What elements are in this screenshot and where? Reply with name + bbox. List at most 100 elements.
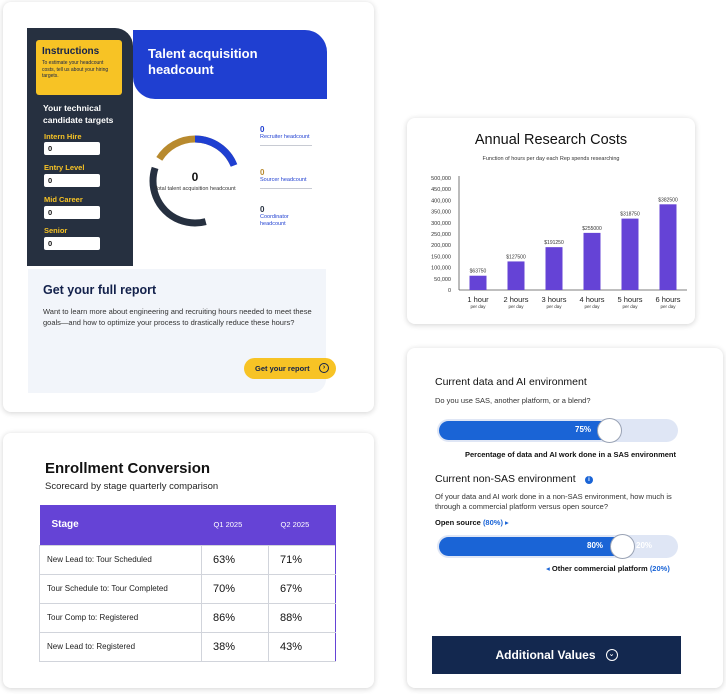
open-source-pct: (80%) — [482, 518, 503, 527]
ai-environment-card: Current data and AI environment Do you u… — [407, 348, 723, 688]
bar-value-label: $382500 — [658, 197, 678, 203]
get-report-label: Get your report — [255, 364, 310, 373]
level-label-entry: Entry Level — [44, 163, 85, 172]
headcount-donut — [149, 135, 241, 227]
bar-value-label: $127500 — [506, 254, 526, 260]
intern-hire-input[interactable]: 0 — [44, 142, 100, 155]
y-tick-label: 400,000 — [431, 198, 451, 204]
coordinator-value: 0 — [260, 205, 265, 214]
report-text: Want to learn more about engineering and… — [43, 307, 312, 327]
bar — [507, 261, 525, 290]
x-tick-sublabel: per day — [470, 304, 486, 309]
donut-segment-recruiter — [149, 135, 241, 227]
bar — [469, 275, 487, 290]
arrow-right-icon: › — [319, 363, 329, 373]
chart-subtitle: Function of hours per day each Rep spend… — [482, 156, 620, 162]
get-report-button[interactable]: Get your report › — [244, 358, 336, 379]
bar — [583, 232, 601, 290]
slider2-thumb[interactable] — [610, 534, 635, 559]
stat-recruiter: 0 Recruiter headcount — [260, 125, 312, 146]
y-tick-label: 500,000 — [431, 176, 451, 182]
row-stage: New Lead to: Registered — [39, 631, 202, 662]
x-tick-sublabel: per day — [546, 304, 562, 309]
entry-level-input[interactable]: 0 — [44, 174, 100, 187]
bar-value-label: $191250 — [544, 240, 564, 246]
research-costs-chart: 0 50,000 100,000 150,000 200,000 250,000 300,0… — [431, 176, 687, 309]
ai-question-1: Do you use SAS, another platform, or a b… — [435, 396, 591, 405]
total-headcount-label: Total talent acquisition headcount — [154, 185, 236, 192]
row-q1: 70% — [201, 573, 269, 604]
ai-heading-2: Current non-SAS environment — [435, 473, 576, 485]
y-tick-label: 350,000 — [431, 210, 451, 216]
table-row: Tour Schedule to: Tour Completed 70% 67% — [39, 573, 336, 604]
mid-career-input[interactable]: 0 — [44, 206, 100, 219]
bar-value-label: $63750 — [470, 269, 487, 275]
slider1-thumb[interactable] — [597, 418, 622, 443]
y-tick-label: 200,000 — [431, 243, 451, 249]
bar-value-label: $318750 — [620, 212, 640, 218]
sas-percentage-slider[interactable]: 75% — [437, 418, 678, 443]
level-label-senior: Senior — [44, 226, 68, 235]
x-tick-label: 2 hours — [503, 295, 528, 304]
open-source-slider[interactable]: 80% 20% — [437, 534, 678, 559]
enrollment-subtitle: Scorecard by stage quarterly comparison — [45, 481, 219, 492]
report-box: Get your full report Want to learn more … — [28, 269, 336, 393]
y-tick-label: 450,000 — [431, 187, 451, 193]
slider2-left-value: 80% — [587, 541, 604, 550]
arrow-left-icon: ◂ — [546, 564, 552, 573]
y-tick-label: 300,000 — [431, 221, 451, 227]
x-tick-sublabel: per day — [622, 304, 638, 309]
table-row: New Lead to: Registered 38% 43% — [39, 631, 336, 662]
x-tick-label: 3 hours — [541, 295, 566, 304]
chevron-down-icon: ⌄ — [605, 649, 618, 661]
table-row: Tour Comp to: Registered 86% 88% — [39, 602, 336, 633]
slider2-right-value: 20% — [636, 541, 653, 550]
y-tick-label: 150,000 — [431, 254, 451, 260]
open-source-label: Open source (80%) ▸ — [435, 518, 509, 527]
enrollment-card: Enrollment Conversion Scorecard by stage… — [3, 433, 374, 688]
additional-values-label: Additional Values — [495, 648, 596, 662]
col-q2: Q2 2025 — [280, 520, 310, 530]
chart-title: Annual Research Costs — [474, 132, 628, 148]
row-q2: 43% — [268, 631, 336, 662]
additional-values-button[interactable]: Additional Values ⌄ — [432, 636, 681, 674]
ai-question-2: Of your data and AI work done in a non-S… — [435, 492, 672, 511]
arrow-right-icon: ▸ — [502, 518, 509, 527]
col-stage: Stage — [51, 519, 79, 531]
level-label-mid: Mid Career — [44, 195, 83, 204]
x-tick-label: 1 hour — [467, 295, 489, 304]
commercial-pct: (20%) — [649, 564, 670, 573]
targets-title: Your technical candidate targets — [43, 103, 114, 125]
sourcer-label: Sourcer headcount — [260, 177, 307, 183]
total-headcount-value: 0 — [191, 169, 199, 184]
bar — [621, 218, 639, 290]
donut-center: 0 Total talent acquisition headcount — [147, 133, 243, 229]
talent-acquisition-card: Instructions To estimate your headcount … — [3, 2, 374, 412]
talent-header: Talent acquisition headcount — [133, 30, 327, 99]
row-q1: 86% — [201, 602, 269, 633]
x-tick-sublabel: per day — [584, 304, 600, 309]
commercial-text: Other commercial platform — [551, 564, 650, 573]
y-tick-label: 250,000 — [431, 232, 451, 238]
bar — [545, 247, 563, 290]
row-q2: 71% — [268, 544, 336, 575]
ai-heading-1: Current data and AI environment — [435, 376, 587, 388]
commercial-label: ◂ Other commercial platform (20%) — [546, 564, 670, 573]
y-tick-label: 0 — [448, 288, 451, 294]
enrollment-title: Enrollment Conversion — [45, 460, 211, 477]
row-q2: 67% — [268, 573, 336, 604]
row-stage: Tour Schedule to: Tour Completed — [39, 573, 202, 604]
report-title: Get your full report — [43, 283, 157, 297]
stat-coordinator: 0 Coordinator headcount — [260, 205, 312, 232]
bar-value-label: $255000 — [582, 226, 602, 232]
x-tick-label: 5 hours — [617, 295, 642, 304]
research-costs-card: Annual Research Costs Function of hours … — [407, 118, 695, 324]
y-tick-label: 100,000 — [431, 266, 451, 272]
x-tick-sublabel: per day — [508, 304, 524, 309]
info-icon[interactable]: i — [585, 476, 593, 484]
bar — [659, 204, 677, 290]
col-q1: Q1 2025 — [213, 520, 243, 530]
enrollment-table: Stage Q1 2025 Q2 2025 New Lead to: Tour … — [39, 505, 336, 662]
slider-fill — [439, 421, 619, 440]
senior-input[interactable]: 0 — [44, 237, 100, 250]
